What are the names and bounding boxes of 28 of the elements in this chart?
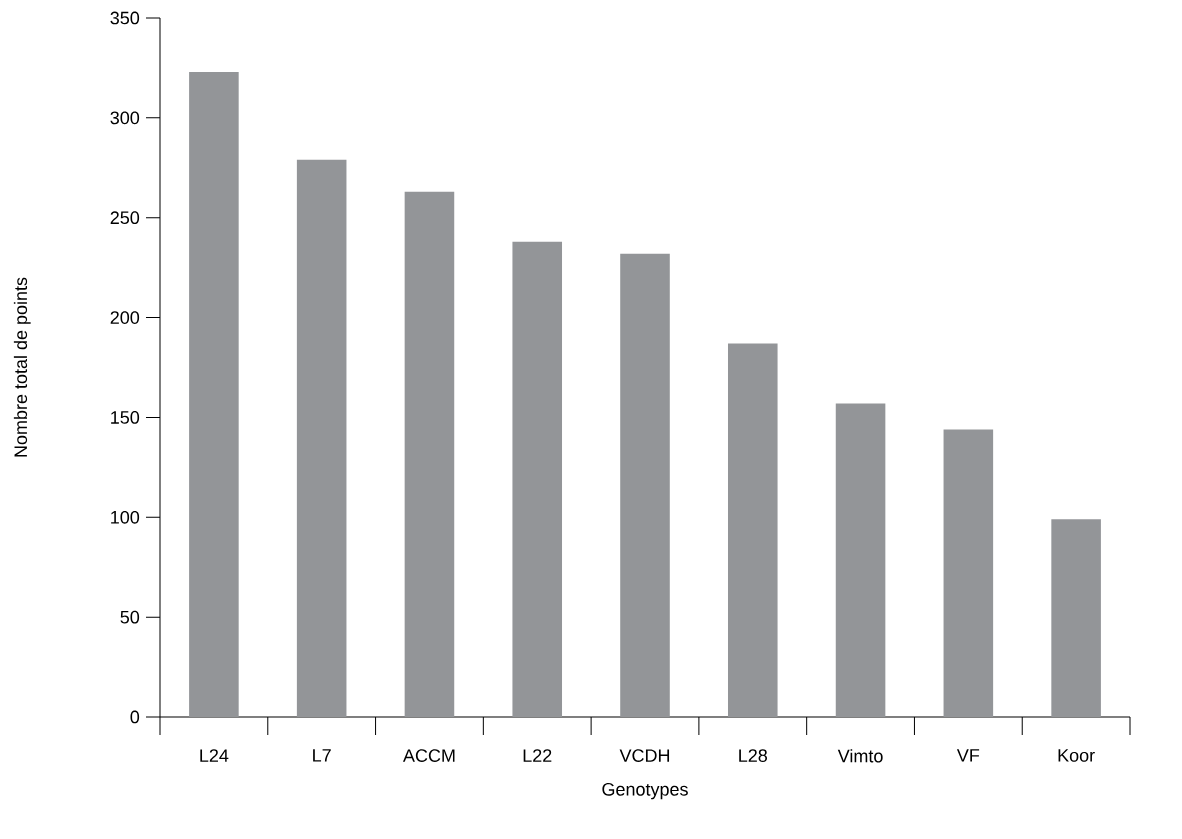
bar bbox=[404, 191, 455, 717]
y-tick-label: 0 bbox=[130, 710, 140, 724]
y-tick-label: 350 bbox=[110, 11, 140, 25]
bar bbox=[1051, 519, 1101, 717]
y-tick-label: 150 bbox=[111, 411, 140, 424]
bar bbox=[620, 253, 670, 717]
x-axis-title: Genotypes bbox=[602, 782, 688, 800]
y-tick-label: 250 bbox=[110, 211, 140, 225]
x-tick-label: Vimto bbox=[837, 749, 883, 763]
y-tick-label: 100 bbox=[111, 510, 140, 524]
bar bbox=[189, 71, 239, 717]
x-tick-label: L22 bbox=[523, 749, 552, 762]
x-tick-label: L7 bbox=[313, 749, 331, 762]
bar bbox=[943, 429, 994, 717]
x-tick-label: Koor bbox=[1058, 749, 1095, 762]
x-tick-label: L24 bbox=[200, 749, 229, 762]
bar bbox=[727, 343, 778, 717]
y-axis-title: Nombre total de points bbox=[13, 277, 31, 457]
y-tick-label: 200 bbox=[110, 311, 140, 324]
y-tick-label: 50 bbox=[120, 610, 140, 624]
bar bbox=[296, 159, 347, 717]
bar bbox=[835, 403, 886, 717]
y-tick-label: 300 bbox=[110, 111, 140, 125]
x-tick-label: ACCM bbox=[402, 749, 455, 762]
x-tick-label: VF bbox=[956, 749, 980, 762]
x-tick-label: VCDH bbox=[619, 749, 670, 762]
x-tick-label: L28 bbox=[739, 749, 768, 762]
bar bbox=[512, 241, 563, 717]
